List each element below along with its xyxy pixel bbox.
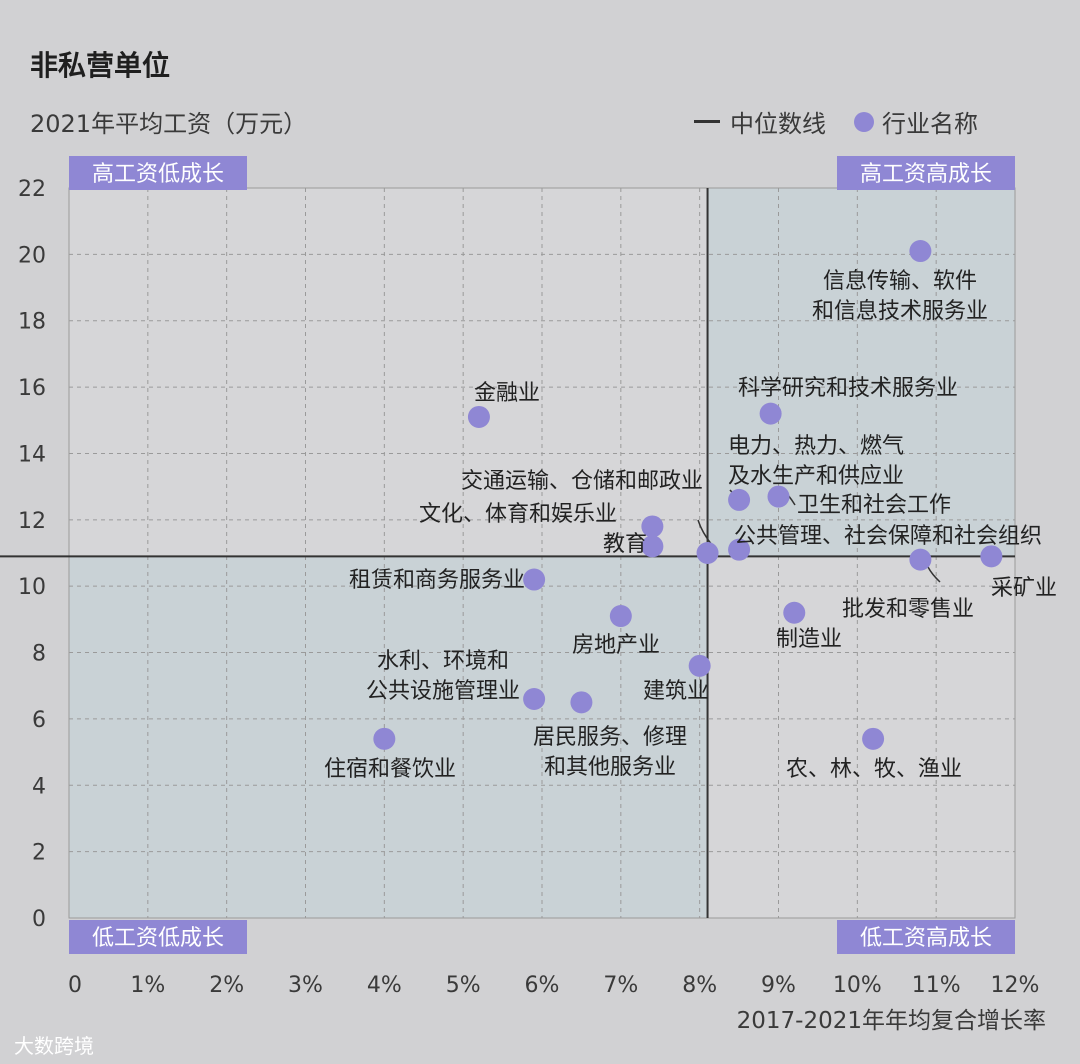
data-point (909, 240, 932, 263)
y-tick-label: 14 (18, 442, 46, 467)
point-label: 房地产业 (572, 633, 660, 658)
point-label: 信息传输、软件和信息技术服务业 (812, 269, 988, 324)
y-tick-label: 16 (18, 376, 46, 401)
x-tick-label: 10% (833, 973, 882, 998)
quadrant-label-text: 高工资低成长 (92, 162, 224, 187)
quadrant-label-text: 高工资高成长 (860, 162, 992, 187)
x-tick-label: 5% (446, 973, 481, 998)
y-tick-label: 20 (18, 243, 46, 268)
y-tick-label: 12 (18, 509, 46, 534)
quadrant-label-top-right: 高工资高成长 (837, 156, 1015, 190)
point-label: 卫生和社会工作 (797, 493, 951, 518)
point-label: 科学研究和技术服务业 (738, 376, 958, 401)
watermark-logo: 大数跨境 (14, 1034, 94, 1058)
data-point (523, 688, 546, 710)
data-point (696, 542, 719, 564)
quadrant-label-text: 低工资高成长 (860, 926, 992, 951)
point-label: 住宿和餐饮业 (324, 757, 456, 782)
point-label: 建筑业 (643, 679, 709, 704)
y-tick-label: 18 (18, 310, 46, 335)
y-tick-label: 4 (32, 774, 46, 799)
quadrant-label-bottom-left: 低工资低成长 (69, 920, 247, 954)
y-tick-label: 2 (32, 841, 46, 866)
median-line-swatch (694, 120, 720, 123)
x-tick-label: 2% (209, 973, 244, 998)
quadrant-shade-top-right (707, 188, 1015, 557)
plot-frame (68, 187, 1016, 919)
point-label: 居民服务、修理和其他服务业 (533, 725, 687, 780)
point-label: 电力、热力、燃气及水生产和供应业 (728, 434, 904, 489)
x-tick-label: 8% (682, 973, 717, 998)
legend-median-label: 中位数线 (730, 110, 826, 138)
data-point (688, 654, 711, 677)
data-point (609, 605, 632, 628)
y-tick-label: 22 (18, 177, 46, 202)
y-tick-label: 0 (32, 907, 46, 932)
data-point (641, 515, 664, 538)
x-tick-label: 0 (68, 973, 82, 998)
point-label: 批发和零售业 (842, 597, 974, 622)
data-point (570, 691, 593, 714)
data-point (767, 485, 790, 508)
data-point (728, 488, 751, 511)
x-tick-label: 3% (288, 973, 323, 998)
point-label: 公共管理、社会保障和社会组织 (734, 524, 1042, 549)
quadrant-label-top-left: 高工资低成长 (69, 156, 247, 190)
x-tick-label: 7% (603, 973, 638, 998)
data-point (783, 601, 806, 624)
quadrant-label-bg (837, 920, 1015, 954)
data-point (373, 727, 396, 750)
x-tick-label: 12% (991, 973, 1040, 998)
point-label: 农、林、牧、渔业 (786, 757, 962, 782)
chart-title: 非私营单位 (30, 49, 171, 82)
quadrant-label-text: 低工资低成长 (92, 926, 224, 951)
x-tick-label: 9% (761, 973, 796, 998)
y-tick-label: 10 (18, 575, 46, 600)
point-label: 制造业 (776, 627, 842, 652)
quadrant-label-bottom-right: 低工资高成长 (837, 920, 1015, 954)
y-tick-label: 8 (32, 642, 46, 667)
quadrant-label-bg (69, 920, 247, 954)
point-label: 采矿业 (991, 576, 1057, 601)
data-point (523, 568, 546, 591)
y-tick-label: 6 (32, 708, 46, 733)
quadrant-label-bg (69, 156, 247, 190)
x-axis-title: 2017-2021年年均复合增长率 (737, 1008, 1046, 1034)
point-swatch (854, 111, 874, 132)
x-tick-label: 11% (912, 973, 961, 998)
data-point (980, 545, 1003, 568)
quadrant-label-bg (837, 156, 1015, 190)
x-tick-label: 6% (525, 973, 560, 998)
leader-line (927, 566, 941, 583)
legend-point-label: 行业名称 (882, 110, 978, 138)
legend: 中位数线 行业名称 (694, 104, 978, 139)
point-label: 交通运输、仓储和邮政业 (461, 469, 703, 494)
point-label: 租赁和商务服务业 (349, 568, 525, 593)
data-point (728, 538, 751, 561)
data-point (641, 535, 664, 558)
point-label: 金融业 (474, 381, 540, 406)
data-point (862, 727, 885, 750)
y-axis-title: 2021年平均工资（万元） (30, 110, 308, 138)
data-point (759, 402, 782, 425)
x-tick-label: 1% (130, 973, 165, 998)
point-label: 教育 (603, 532, 647, 557)
x-tick-label: 4% (367, 973, 402, 998)
data-point (909, 548, 932, 571)
data-point (467, 405, 490, 428)
point-label: 文化、体育和娱乐业 (419, 502, 617, 527)
point-label: 水利、环境和公共设施管理业 (366, 649, 520, 704)
